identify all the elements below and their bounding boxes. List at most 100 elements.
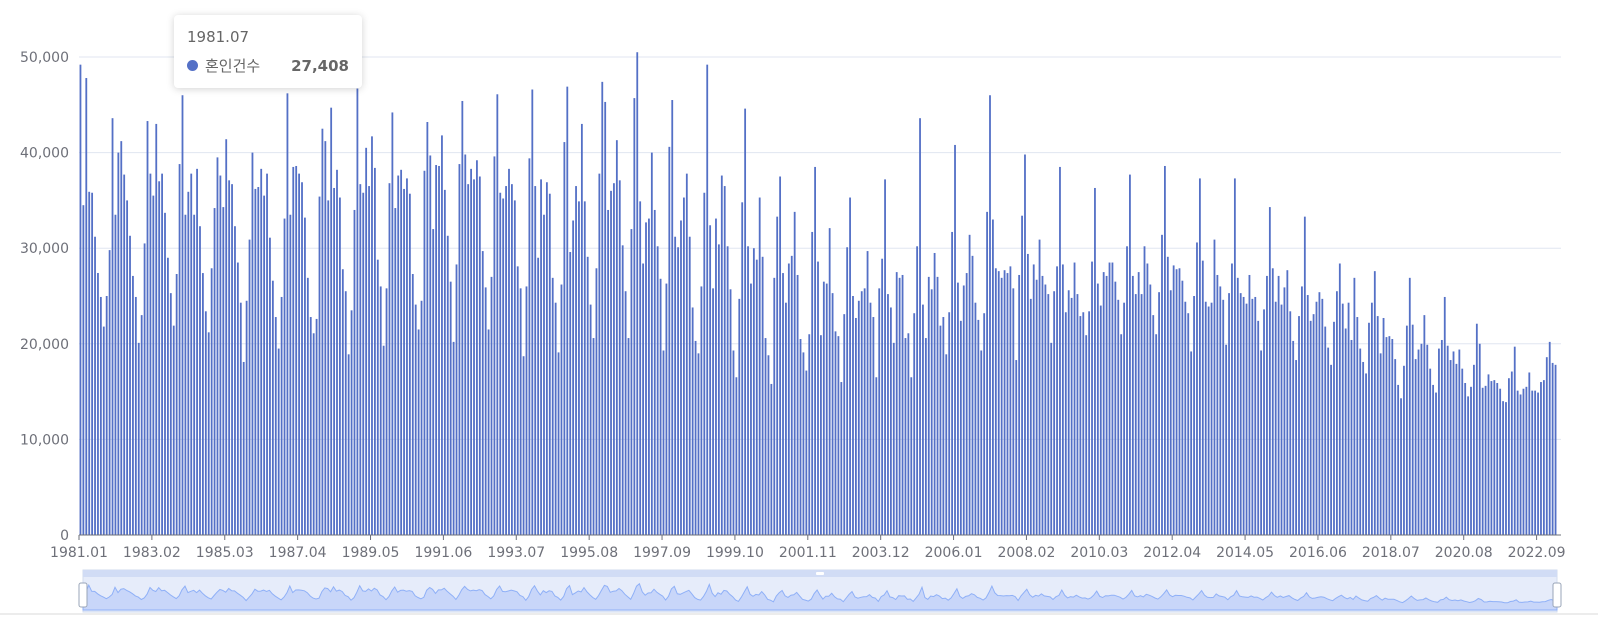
bar[interactable] bbox=[872, 317, 875, 535]
bar[interactable] bbox=[1152, 315, 1155, 535]
bar[interactable] bbox=[1140, 294, 1143, 535]
bar[interactable] bbox=[642, 263, 644, 536]
bar[interactable] bbox=[592, 338, 595, 535]
bar[interactable] bbox=[143, 243, 146, 536]
bar[interactable] bbox=[773, 277, 776, 535]
bar[interactable] bbox=[1257, 320, 1260, 535]
bar[interactable] bbox=[158, 181, 161, 535]
bar[interactable] bbox=[1263, 309, 1265, 535]
bar[interactable] bbox=[257, 187, 260, 535]
bar[interactable] bbox=[863, 288, 866, 535]
bar[interactable] bbox=[1018, 274, 1021, 535]
bar[interactable] bbox=[435, 165, 438, 535]
bar[interactable] bbox=[295, 165, 298, 536]
bar[interactable] bbox=[309, 317, 312, 535]
bar[interactable] bbox=[1245, 303, 1248, 535]
bar[interactable] bbox=[1193, 296, 1195, 535]
bar[interactable] bbox=[610, 190, 612, 535]
bar[interactable] bbox=[1481, 387, 1484, 535]
bar[interactable] bbox=[927, 276, 930, 535]
bar[interactable] bbox=[884, 179, 886, 535]
bar[interactable] bbox=[639, 201, 642, 536]
bar[interactable] bbox=[1149, 284, 1152, 535]
bar[interactable] bbox=[1542, 380, 1545, 535]
bar[interactable] bbox=[1029, 298, 1032, 535]
bar[interactable] bbox=[1082, 312, 1085, 535]
bar[interactable] bbox=[1280, 304, 1283, 535]
bar[interactable] bbox=[362, 192, 365, 535]
bar[interactable] bbox=[729, 289, 732, 535]
bar[interactable] bbox=[1490, 381, 1493, 535]
bar[interactable] bbox=[1198, 178, 1201, 535]
bar[interactable] bbox=[274, 317, 277, 535]
bar[interactable] bbox=[102, 326, 105, 535]
bar[interactable] bbox=[1388, 336, 1391, 535]
bar[interactable] bbox=[266, 173, 268, 535]
bar[interactable] bbox=[1540, 382, 1542, 535]
bar[interactable] bbox=[236, 262, 239, 535]
bar[interactable] bbox=[1268, 207, 1271, 535]
bar[interactable] bbox=[761, 256, 764, 535]
bar[interactable] bbox=[420, 300, 423, 535]
bar[interactable] bbox=[860, 291, 863, 535]
bar[interactable] bbox=[155, 123, 158, 536]
bar[interactable] bbox=[1166, 256, 1169, 535]
bar[interactable] bbox=[429, 155, 432, 535]
bar[interactable] bbox=[1394, 359, 1397, 535]
bar[interactable] bbox=[983, 313, 986, 535]
bar[interactable] bbox=[271, 280, 274, 535]
bar[interactable] bbox=[502, 198, 505, 536]
bar[interactable] bbox=[496, 94, 499, 535]
bar[interactable] bbox=[548, 193, 551, 535]
bar[interactable] bbox=[1088, 311, 1091, 535]
bar[interactable] bbox=[508, 168, 510, 535]
bar[interactable] bbox=[825, 283, 828, 535]
bar[interactable] bbox=[1473, 364, 1475, 535]
bar[interactable] bbox=[516, 266, 519, 535]
bar[interactable] bbox=[554, 302, 557, 535]
bar[interactable] bbox=[1438, 348, 1440, 535]
bar[interactable] bbox=[1292, 340, 1295, 535]
bar[interactable] bbox=[490, 276, 493, 535]
bar[interactable] bbox=[747, 246, 749, 536]
bar[interactable] bbox=[1391, 339, 1394, 535]
bar[interactable] bbox=[301, 182, 303, 536]
bar[interactable] bbox=[1499, 388, 1502, 535]
bar[interactable] bbox=[674, 236, 677, 536]
bar[interactable] bbox=[371, 136, 373, 535]
bar[interactable] bbox=[292, 166, 295, 535]
bar[interactable] bbox=[190, 173, 193, 535]
bar[interactable] bbox=[586, 256, 589, 535]
bar[interactable] bbox=[662, 350, 665, 535]
bar[interactable] bbox=[304, 217, 306, 536]
bar[interactable] bbox=[1035, 279, 1038, 535]
bar[interactable] bbox=[1111, 262, 1114, 535]
bar[interactable] bbox=[1099, 305, 1102, 535]
bar[interactable] bbox=[347, 354, 350, 535]
bar[interactable] bbox=[1277, 275, 1280, 535]
bar[interactable] bbox=[528, 158, 531, 535]
bar[interactable] bbox=[1131, 275, 1134, 535]
bar[interactable] bbox=[1283, 287, 1286, 535]
bar[interactable] bbox=[484, 287, 487, 535]
bar[interactable] bbox=[391, 112, 394, 535]
bar[interactable] bbox=[137, 342, 140, 535]
bar[interactable] bbox=[82, 205, 85, 535]
bar[interactable] bbox=[365, 147, 368, 535]
bar[interactable] bbox=[992, 219, 994, 535]
bar[interactable] bbox=[933, 252, 936, 536]
bar[interactable] bbox=[473, 179, 475, 535]
bar[interactable] bbox=[720, 175, 723, 536]
bar[interactable] bbox=[196, 168, 198, 535]
bar[interactable] bbox=[1178, 268, 1181, 535]
bar[interactable] bbox=[776, 216, 779, 535]
bar[interactable] bbox=[805, 370, 808, 535]
bar[interactable] bbox=[589, 304, 592, 535]
bar[interactable] bbox=[449, 281, 452, 535]
bar[interactable] bbox=[892, 342, 895, 535]
bar[interactable] bbox=[1324, 326, 1327, 535]
bar[interactable] bbox=[648, 218, 650, 535]
bar[interactable] bbox=[85, 78, 88, 535]
bar[interactable] bbox=[1216, 274, 1219, 535]
bar[interactable] bbox=[1429, 368, 1432, 535]
